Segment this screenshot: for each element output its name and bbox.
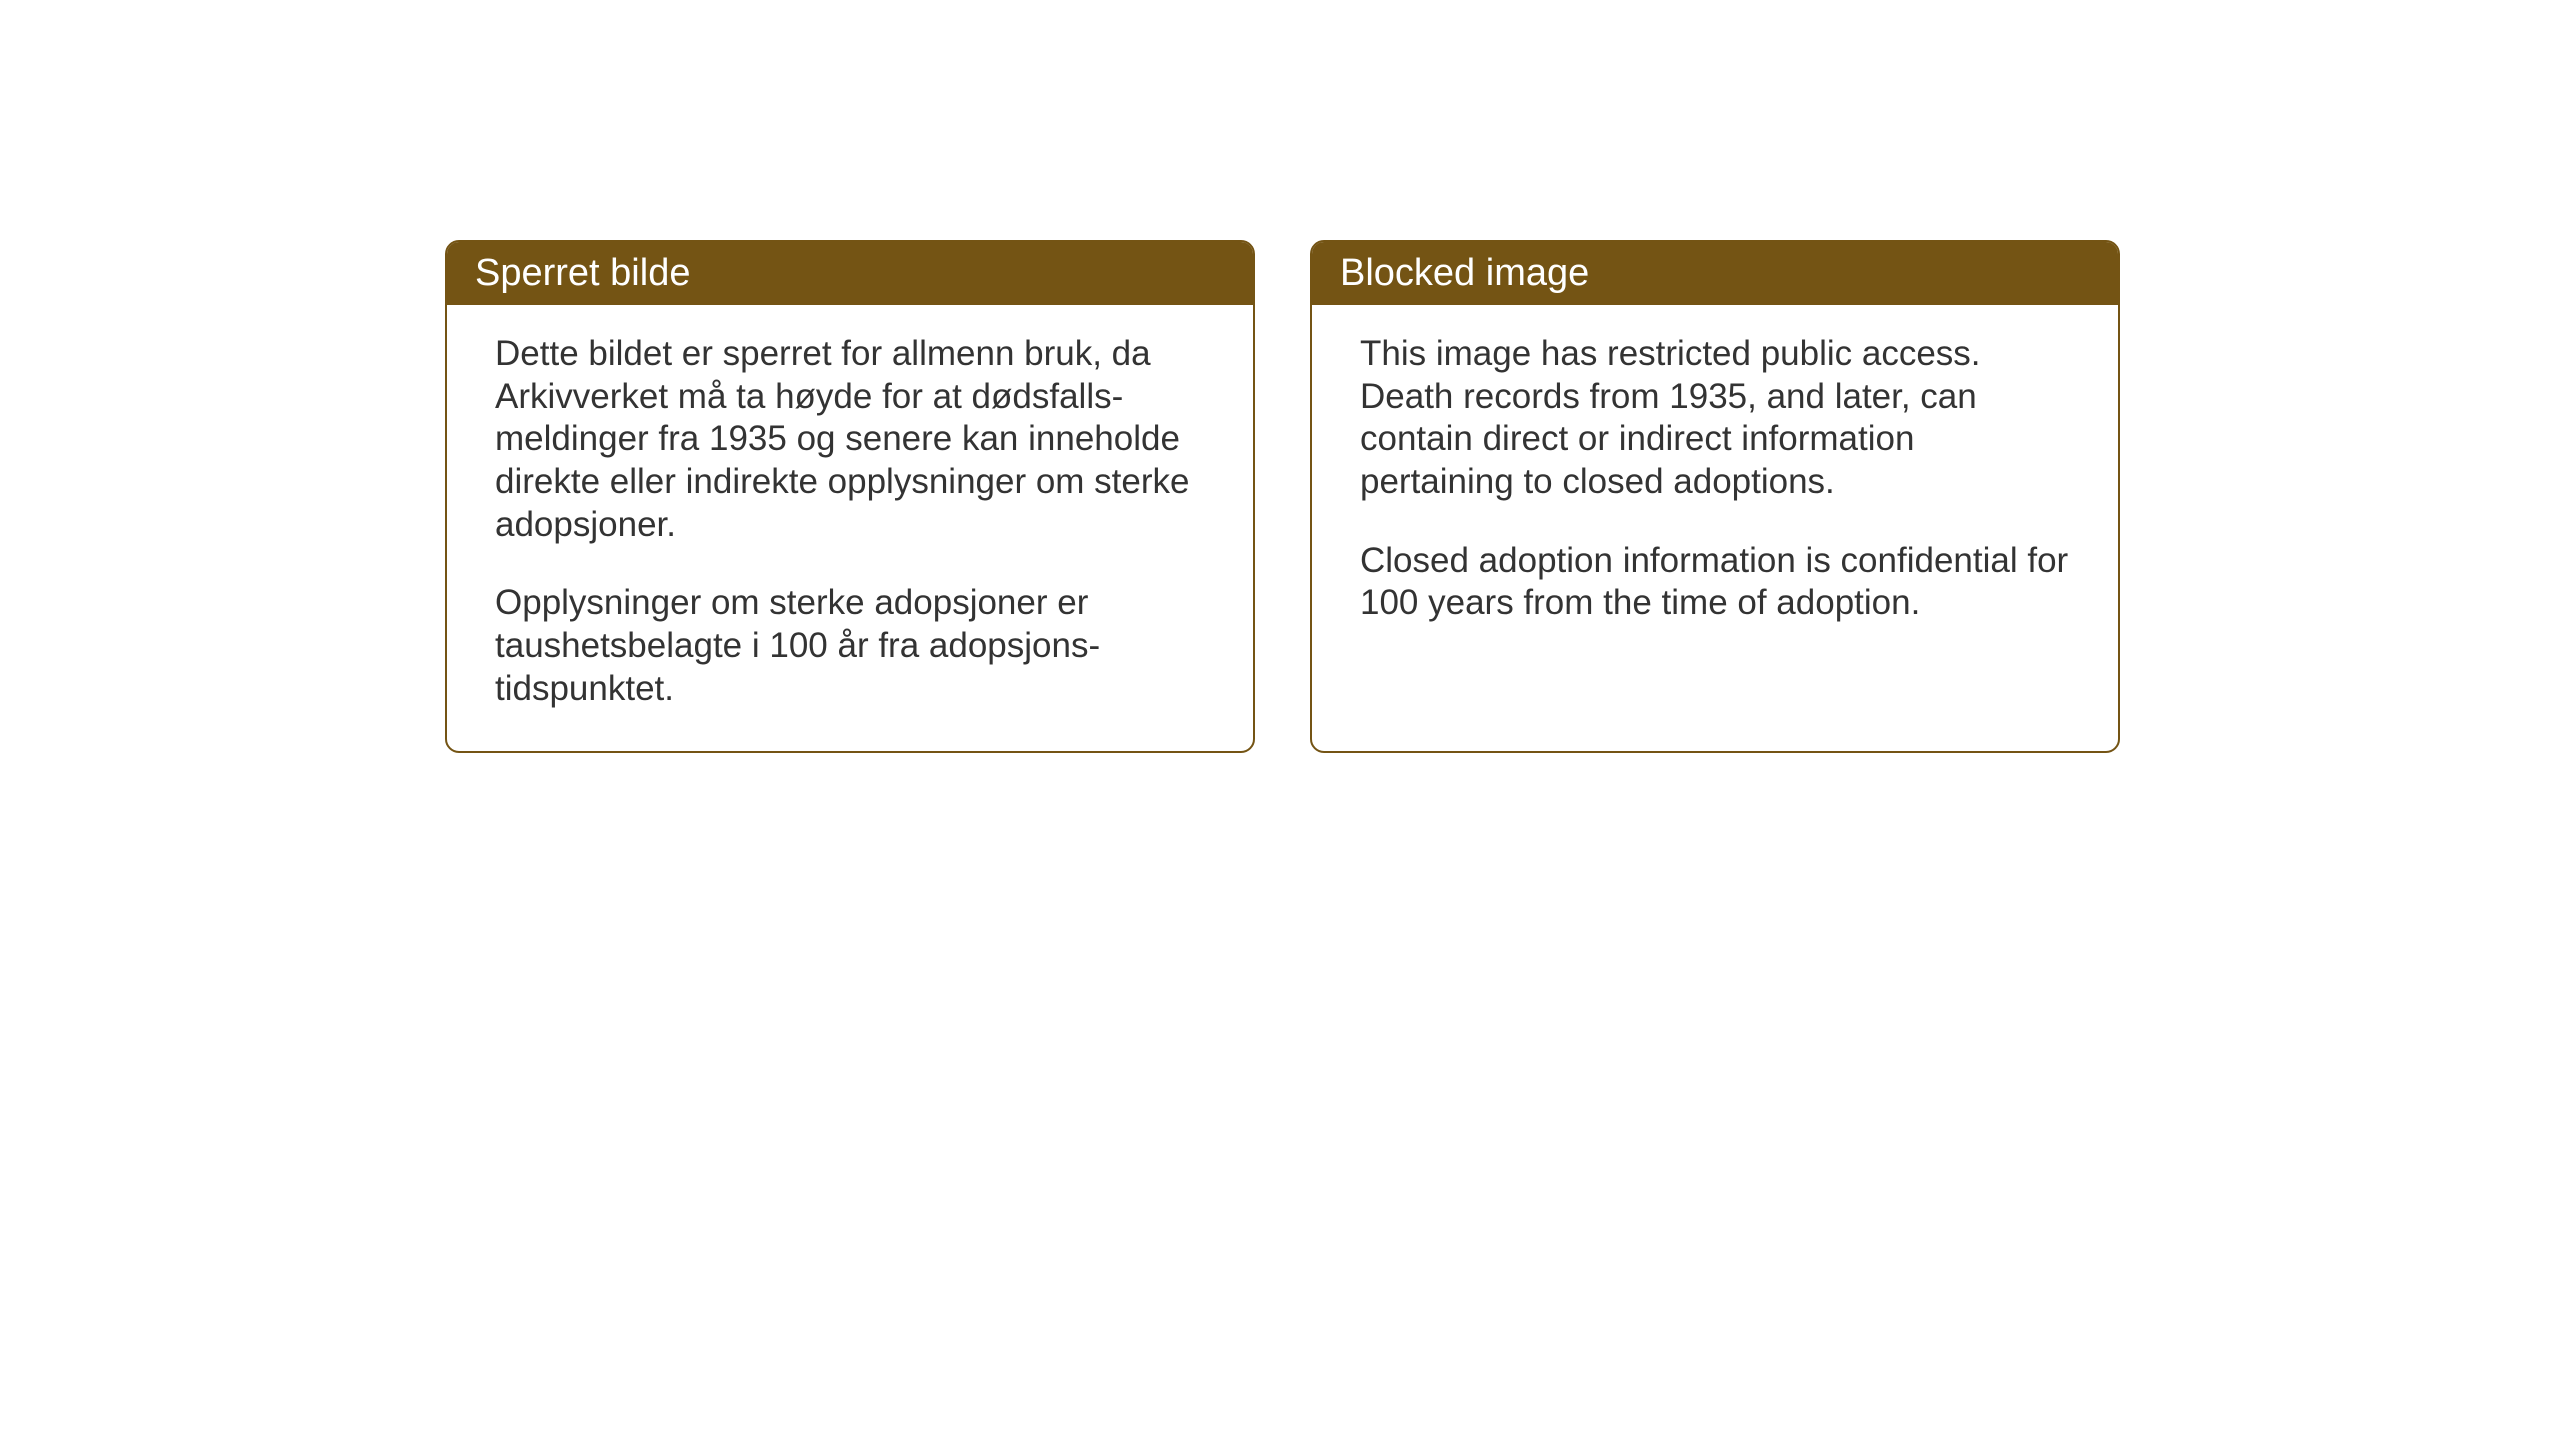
notice-paragraph: Dette bildet er sperret for allmenn bruk… [495,333,1205,546]
notice-box-norwegian: Sperret bilde Dette bildet er sperret fo… [445,240,1255,753]
notice-header-norwegian: Sperret bilde [447,242,1253,305]
notice-body-norwegian: Dette bildet er sperret for allmenn bruk… [447,305,1253,751]
notice-title-english: Blocked image [1340,252,1589,294]
notice-paragraph: Closed adoption information is confident… [1360,540,2070,625]
notice-container: Sperret bilde Dette bildet er sperret fo… [445,240,2120,753]
notice-title-norwegian: Sperret bilde [475,252,690,294]
notice-box-english: Blocked image This image has restricted … [1310,240,2120,753]
notice-header-english: Blocked image [1312,242,2118,305]
notice-paragraph: Opplysninger om sterke adopsjoner er tau… [495,582,1205,710]
notice-paragraph: This image has restricted public access.… [1360,333,2070,504]
notice-body-english: This image has restricted public access.… [1312,305,2118,735]
